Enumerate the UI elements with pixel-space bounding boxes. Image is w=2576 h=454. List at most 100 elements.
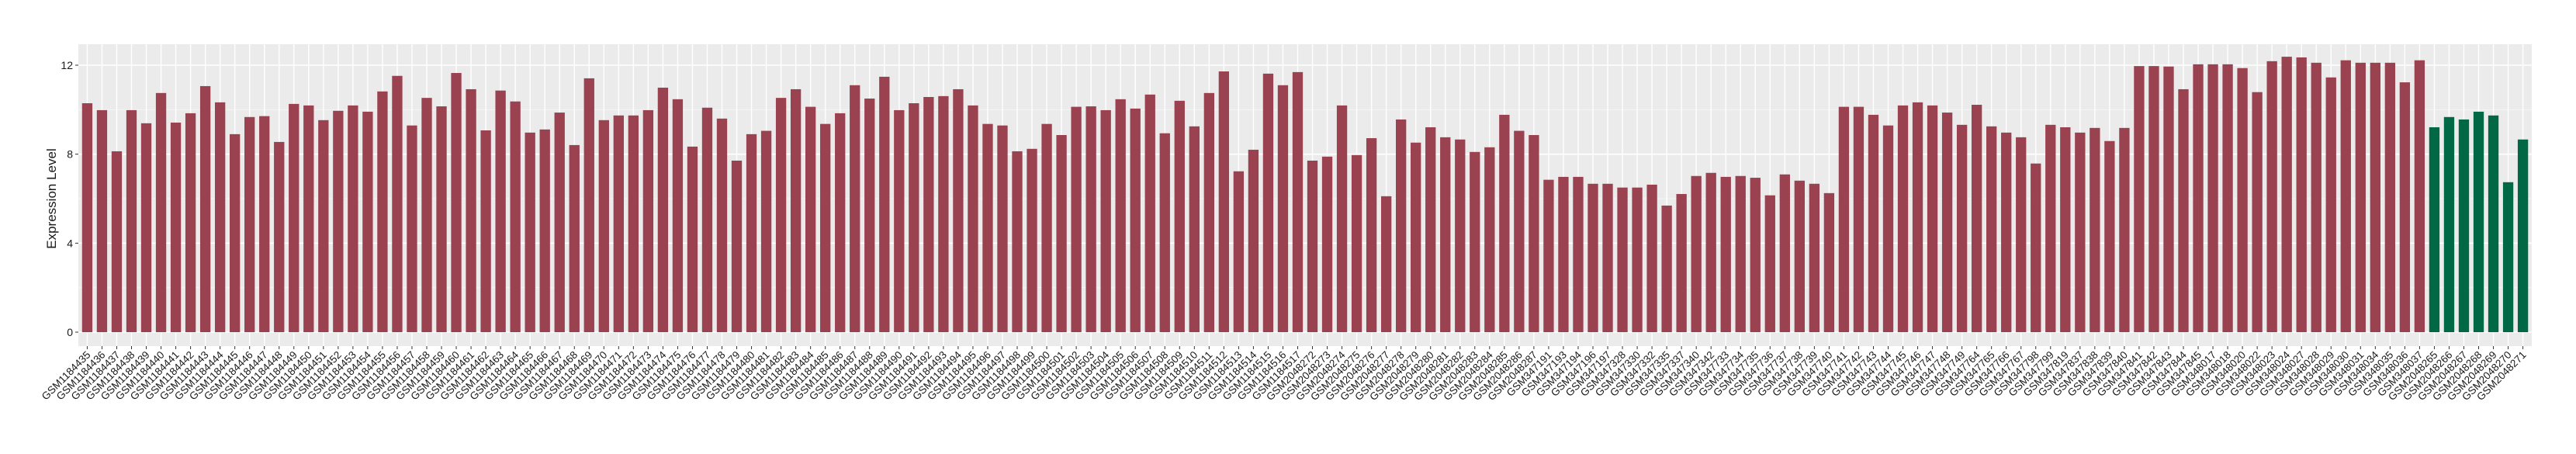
bar-GSM1184449 [289,103,299,332]
bar-GSM348022 [2252,92,2263,332]
bar-GSM1184443 [199,85,211,333]
bar-GSM1184476 [687,146,698,332]
bar-GSM1184506 [1130,108,1141,332]
bar-GSM2048282 [1455,139,1466,332]
bar-GSM2048269 [2488,115,2499,332]
y-axis: 0 4 8 12 [61,59,78,338]
bar-GSM1184509 [1174,100,1185,332]
bar-GSM1184505 [1115,99,1126,333]
bar-GSM348029 [2325,77,2336,333]
bar-GSM1184475 [672,99,684,333]
bar-GSM347841 [2134,66,2145,332]
bar-GSM1184516 [1277,85,1289,333]
bar-GSM347746 [1912,102,1923,332]
bar-GSM347837 [2075,132,2086,333]
bar-GSM347335 [1661,205,1672,332]
bar-GSM347819 [2060,126,2071,333]
bar-GSM1184437 [111,151,123,332]
bar-GSM347340 [1691,175,1702,332]
bar-GSM1184478 [716,118,728,333]
bar-GSM2048268 [2473,111,2484,332]
bar-GSM347741 [1838,106,1850,332]
bar-GSM1184441 [170,122,182,332]
bar-GSM347839 [2104,140,2115,332]
bar-GSM2048283 [1470,151,1480,332]
bar-GSM2048281 [1440,137,1451,332]
bar-GSM347733 [1720,176,1731,332]
bar-GSM347738 [1794,180,1806,332]
bar-GSM347742 [1853,106,1864,332]
bar-GSM1184457 [407,125,417,333]
bar-GSM1184461 [466,88,476,333]
bar-GSM347845 [2193,64,2204,332]
bar-GSM1184439 [140,123,152,332]
bar-GSM1184451 [318,120,329,332]
bar-GSM2048279 [1411,142,1421,332]
bar-GSM347764 [1971,105,1982,332]
y-tick-label: 8 [67,148,73,161]
bar-GSM1184474 [657,87,669,332]
bar-GSM1184447 [259,116,270,332]
bar-GSM1184445 [230,133,241,332]
bar-GSM347767 [2016,137,2027,332]
bar-GSM2048274 [1336,105,1348,333]
bar-GSM347739 [1809,183,1820,332]
bar-GSM1184466 [539,129,550,332]
bar-GSM1184486 [835,113,846,333]
bar-GSM1184460 [451,73,462,333]
bar-GSM348034 [2370,62,2380,332]
bar-GSM1184472 [628,115,639,332]
bar-GSM2048284 [1484,147,1495,332]
bar-GSM1184513 [1233,171,1245,332]
bar-GSM2048265 [2429,126,2440,333]
bar-GSM1184465 [525,132,535,333]
bar-GSM1184515 [1262,73,1274,332]
bar-GSM1184512 [1218,71,1230,332]
bar-GSM2048277 [1380,196,1392,332]
bar-GSM1184504 [1100,109,1111,332]
bar-GSM347735 [1750,178,1761,332]
bar-GSM2048278 [1396,119,1407,333]
y-axis-title: Expression Level [44,148,59,248]
bar-GSM2048272 [1307,160,1318,332]
bar-GSM1184500 [1041,123,1052,332]
bar-GSM1184453 [348,105,358,333]
bar-GSM347749 [1956,124,1968,332]
bar-GSM1184483 [790,88,802,333]
bar-GSM1184468 [569,144,580,332]
bar-GSM1184507 [1144,94,1155,332]
bar-GSM347736 [1764,195,1775,332]
bar-GSM1184477 [701,107,713,332]
bar-GSM347743 [1868,114,1879,332]
bar-GSM1184456 [392,75,403,332]
bar-GSM1184517 [1292,71,1304,333]
bars [81,57,2529,333]
bar-GSM1184464 [510,101,521,332]
bar-GSM1184470 [598,120,609,332]
bar-GSM2048271 [2517,139,2529,332]
bar-GSM1184494 [953,88,964,333]
bar-GSM1184463 [495,90,506,333]
bar-GSM1184481 [760,130,772,333]
bar-GSM1184485 [820,123,831,332]
bar-GSM2048266 [2443,116,2455,332]
bar-GSM2048270 [2502,182,2514,332]
bar-GSM1184454 [362,111,373,332]
bar-GSM347332 [1646,184,1657,332]
bar-GSM347337 [1676,193,1687,332]
bar-GSM1184493 [938,95,949,332]
y-tick-label: 0 [67,326,73,338]
bar-GSM1184502 [1071,106,1082,332]
bar-GSM1184514 [1248,149,1259,332]
bar-GSM1184503 [1085,106,1096,333]
bar-GSM347745 [1897,105,1909,333]
bar-GSM1184511 [1203,92,1214,332]
bar-GSM1184488 [864,99,875,332]
bar-GSM348035 [2384,62,2396,332]
bar-GSM1184444 [214,102,226,332]
bar-GSM347737 [1779,174,1790,332]
bar-GSM1184491 [909,103,919,332]
y-tick-label: 12 [61,59,73,71]
bar-GSM1184469 [583,78,594,332]
